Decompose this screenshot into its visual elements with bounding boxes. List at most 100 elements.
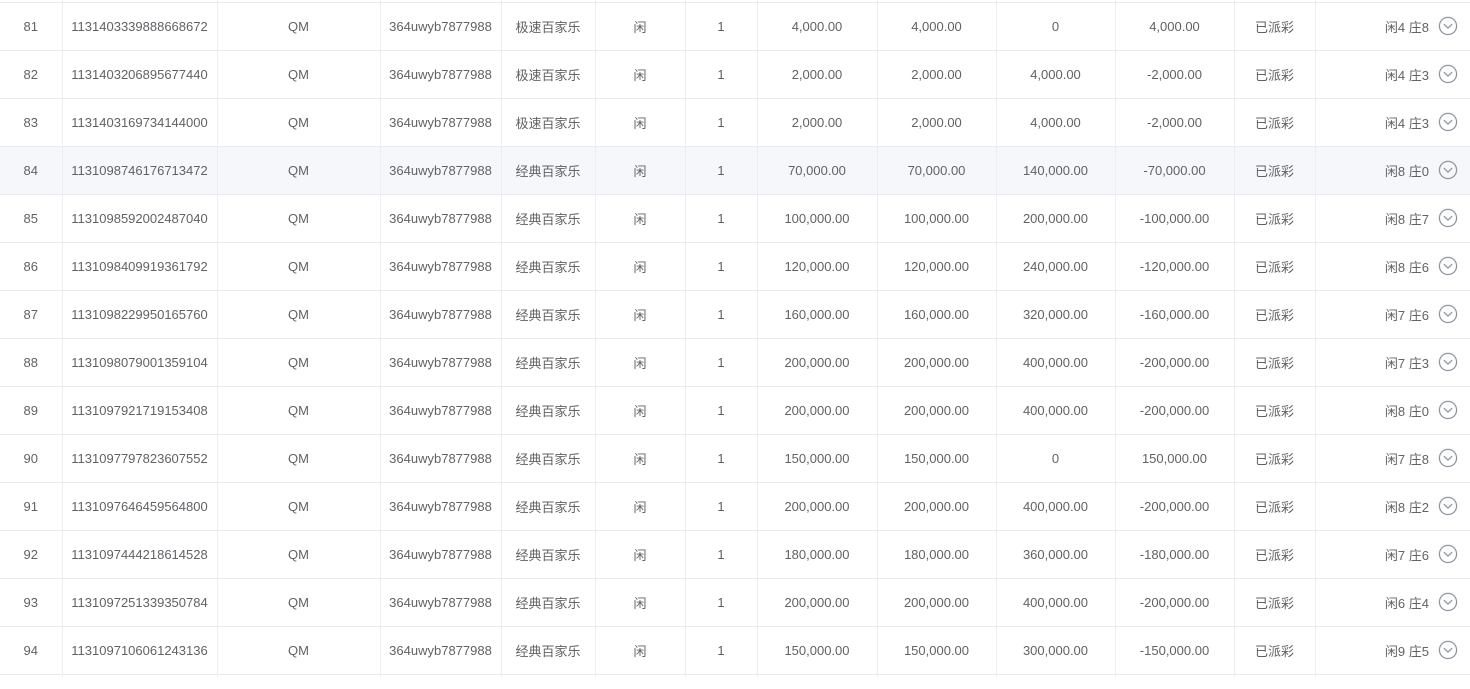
chevron-down-circle-icon[interactable]	[1438, 112, 1458, 132]
win-loss-amount: -2,000.00	[1115, 98, 1235, 147]
agent-code: QM	[217, 530, 381, 579]
row-number: 94	[0, 626, 63, 675]
game-result-text: 闲7 庄6	[1384, 547, 1429, 563]
game-result-wrap: 闲7 庄3	[1320, 352, 1467, 372]
clipped-cell	[501, 674, 596, 677]
valid-bet-amount: 4,000.00	[877, 2, 997, 51]
turnover-amount: 300,000.00	[996, 626, 1116, 675]
chevron-down-circle-icon[interactable]	[1438, 640, 1458, 660]
agent-code: QM	[217, 146, 381, 195]
valid-bet-amount: 2,000.00	[877, 50, 997, 99]
game-result-wrap: 闲4 庄3	[1320, 64, 1467, 84]
turnover-amount: 360,000.00	[996, 530, 1116, 579]
chevron-down-circle-icon[interactable]	[1438, 544, 1458, 564]
table-row: 90 1131097797823607552 QM 364uwyb7877988 经典百…	[0, 434, 1470, 483]
clipped-row-edge	[0, 0, 1470, 3]
row-number: 81	[0, 2, 63, 51]
payout-status: 已派彩	[1234, 194, 1316, 243]
table-row: 89 1131097921719153408 QM 364uwyb7877988 经典百…	[0, 386, 1470, 435]
turnover-amount: 200,000.00	[996, 194, 1116, 243]
bet-count: 1	[685, 482, 758, 531]
game-result-text: 闲8 庄0	[1384, 163, 1429, 179]
chevron-down-circle-icon[interactable]	[1438, 496, 1458, 516]
game-result-wrap: 闲8 庄0	[1320, 160, 1467, 180]
bet-type: 闲	[595, 194, 686, 243]
payout-status: 已派彩	[1234, 530, 1316, 579]
table-row: 93 1131097251339350784 QM 364uwyb7877988 经典百…	[0, 578, 1470, 627]
valid-bet-amount: 100,000.00	[877, 194, 997, 243]
game-result-wrap: 闲7 庄6	[1320, 304, 1467, 324]
agent-code: QM	[217, 482, 381, 531]
valid-bet-amount: 200,000.00	[877, 386, 997, 435]
bet-count: 1	[685, 290, 758, 339]
game-name: 极速百家乐	[501, 2, 596, 51]
clipped-cell	[595, 0, 686, 3]
table-row: 88 1131098079001359104 QM 364uwyb7877988 经典百…	[0, 338, 1470, 387]
valid-bet-amount: 200,000.00	[877, 338, 997, 387]
chevron-down-circle-icon[interactable]	[1438, 400, 1458, 420]
bet-amount: 160,000.00	[757, 290, 878, 339]
table-row: 82 1131403206895677440 QM 364uwyb7877988 极速百…	[0, 50, 1470, 99]
clipped-cell	[757, 0, 878, 3]
chevron-down-circle-icon[interactable]	[1438, 16, 1458, 36]
clipped-cell	[757, 674, 878, 677]
bet-amount: 4,000.00	[757, 2, 878, 51]
row-number: 87	[0, 290, 63, 339]
table-row: 81 1131403339888668672 QM 364uwyb7877988 极速百…	[0, 2, 1470, 51]
game-name: 经典百家乐	[501, 482, 596, 531]
game-result-text: 闲7 庄6	[1384, 307, 1429, 323]
clipped-cell	[1234, 674, 1316, 677]
game-result-text: 闲8 庄7	[1384, 211, 1429, 227]
chevron-down-circle-icon[interactable]	[1438, 592, 1458, 612]
bet-type: 闲	[595, 290, 686, 339]
order-id: 1131098592002487040	[62, 194, 218, 243]
win-loss-amount: -160,000.00	[1115, 290, 1235, 339]
game-result: 闲7 庄6	[1315, 290, 1470, 339]
order-id: 1131097444218614528	[62, 530, 218, 579]
order-id: 1131403339888668672	[62, 2, 218, 51]
game-result: 闲4 庄3	[1315, 98, 1470, 147]
clipped-cell	[996, 674, 1116, 677]
turnover-amount: 400,000.00	[996, 482, 1116, 531]
win-loss-amount: -200,000.00	[1115, 386, 1235, 435]
bet-count: 1	[685, 338, 758, 387]
row-number: 93	[0, 578, 63, 627]
row-number: 91	[0, 482, 63, 531]
game-name: 极速百家乐	[501, 98, 596, 147]
row-number: 83	[0, 98, 63, 147]
game-result: 闲6 庄4	[1315, 578, 1470, 627]
chevron-down-circle-icon[interactable]	[1438, 304, 1458, 324]
chevron-down-circle-icon[interactable]	[1438, 64, 1458, 84]
bet-count: 1	[685, 194, 758, 243]
game-result-wrap: 闲8 庄0	[1320, 400, 1467, 420]
row-number: 89	[0, 386, 63, 435]
bet-amount: 70,000.00	[757, 146, 878, 195]
table-row: 94 1131097106061243136 QM 364uwyb7877988 经典百…	[0, 626, 1470, 675]
turnover-amount: 320,000.00	[996, 290, 1116, 339]
chevron-down-circle-icon[interactable]	[1438, 352, 1458, 372]
agent-code: QM	[217, 50, 381, 99]
bet-amount: 200,000.00	[757, 578, 878, 627]
turnover-amount: 240,000.00	[996, 242, 1116, 291]
payout-status: 已派彩	[1234, 482, 1316, 531]
chevron-down-circle-icon[interactable]	[1438, 208, 1458, 228]
bet-type: 闲	[595, 146, 686, 195]
win-loss-amount: -100,000.00	[1115, 194, 1235, 243]
game-result-text: 闲8 庄0	[1384, 403, 1429, 419]
chevron-down-circle-icon[interactable]	[1438, 160, 1458, 180]
win-loss-amount: -2,000.00	[1115, 50, 1235, 99]
table-row: 84 1131098746176713472 QM 364uwyb7877988 经典百…	[0, 146, 1470, 195]
win-loss-amount: -70,000.00	[1115, 146, 1235, 195]
game-name: 经典百家乐	[501, 530, 596, 579]
account-name: 364uwyb7877988	[380, 338, 502, 387]
table-row: 86 1131098409919361792 QM 364uwyb7877988 经典百…	[0, 242, 1470, 291]
clipped-cell	[0, 0, 63, 3]
game-result-text: 闲4 庄3	[1384, 67, 1429, 83]
bet-amount: 200,000.00	[757, 338, 878, 387]
chevron-down-circle-icon[interactable]	[1438, 448, 1458, 468]
payout-status: 已派彩	[1234, 146, 1316, 195]
chevron-down-circle-icon[interactable]	[1438, 256, 1458, 276]
agent-code: QM	[217, 434, 381, 483]
bet-amount: 120,000.00	[757, 242, 878, 291]
